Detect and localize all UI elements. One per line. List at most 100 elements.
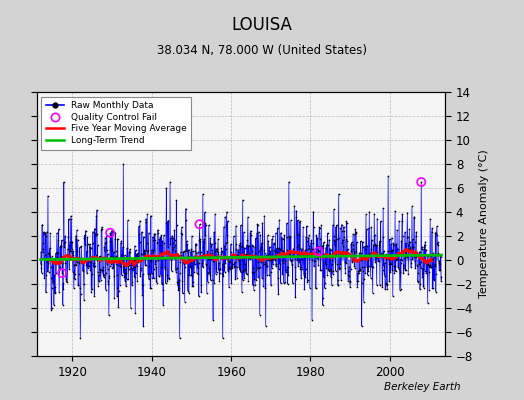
- Point: [130, 273, 138, 279]
- Point: [63, 278, 72, 285]
- Point: [399, 262, 408, 268]
- Point: [249, 287, 258, 293]
- Point: [365, 208, 374, 215]
- Point: [185, 272, 194, 278]
- Point: [154, 227, 162, 233]
- Point: [124, 217, 132, 223]
- Point: [185, 290, 193, 296]
- Point: [149, 266, 158, 272]
- Point: [382, 251, 390, 257]
- Point: [221, 268, 229, 275]
- Point: [239, 267, 248, 273]
- Point: [166, 178, 174, 185]
- Point: [53, 230, 61, 236]
- Point: [84, 263, 93, 270]
- Point: [292, 214, 301, 220]
- Point: [60, 240, 69, 246]
- Point: [213, 246, 222, 252]
- Point: [423, 261, 431, 268]
- Point: [204, 256, 213, 262]
- Point: [95, 278, 103, 284]
- Point: [322, 264, 331, 271]
- Point: [379, 263, 388, 269]
- Point: [214, 267, 223, 273]
- Point: [278, 257, 286, 264]
- Point: [423, 260, 431, 266]
- Point: [212, 264, 221, 271]
- Point: [408, 236, 417, 242]
- Point: [411, 258, 419, 264]
- Point: [381, 281, 390, 287]
- Point: [310, 263, 318, 270]
- Point: [352, 229, 360, 235]
- Point: [174, 254, 183, 260]
- Point: [59, 302, 67, 308]
- Point: [341, 265, 350, 271]
- Point: [301, 266, 310, 272]
- Point: [220, 224, 228, 230]
- Point: [249, 265, 258, 271]
- Point: [51, 284, 59, 290]
- Point: [376, 282, 384, 288]
- Point: [278, 271, 287, 277]
- Point: [95, 253, 104, 259]
- Point: [241, 261, 249, 267]
- Point: [195, 221, 204, 228]
- Point: [50, 290, 59, 296]
- Point: [355, 268, 363, 274]
- Point: [321, 280, 329, 286]
- Point: [162, 185, 171, 191]
- Point: [428, 225, 436, 232]
- Point: [255, 265, 264, 271]
- Point: [259, 283, 268, 290]
- Point: [201, 209, 209, 216]
- Point: [148, 247, 156, 253]
- Point: [267, 282, 275, 288]
- Point: [198, 260, 206, 266]
- Point: [399, 232, 407, 239]
- Point: [236, 240, 244, 246]
- Point: [88, 286, 96, 292]
- Point: [49, 256, 58, 262]
- Point: [130, 243, 139, 249]
- Point: [368, 264, 376, 270]
- Point: [48, 285, 56, 292]
- Point: [139, 234, 148, 240]
- Point: [91, 230, 100, 236]
- Point: [347, 248, 356, 254]
- Point: [324, 242, 332, 248]
- Point: [42, 289, 50, 296]
- Point: [287, 257, 296, 263]
- Point: [349, 242, 357, 248]
- Point: [337, 251, 346, 257]
- Point: [127, 265, 135, 271]
- Point: [99, 267, 107, 274]
- Point: [378, 252, 386, 258]
- Point: [248, 248, 256, 254]
- Point: [312, 285, 320, 292]
- Point: [406, 239, 414, 245]
- Point: [54, 226, 63, 232]
- Point: [285, 251, 293, 257]
- Point: [392, 240, 400, 247]
- Point: [81, 232, 89, 238]
- Point: [161, 280, 170, 287]
- Point: [49, 278, 58, 284]
- Point: [312, 235, 321, 241]
- Point: [224, 268, 232, 274]
- Point: [350, 250, 358, 256]
- Point: [54, 237, 62, 243]
- Point: [316, 266, 325, 273]
- Point: [205, 269, 214, 275]
- Point: [331, 238, 339, 244]
- Point: [318, 251, 326, 257]
- Point: [354, 278, 362, 285]
- Point: [207, 256, 215, 262]
- Point: [249, 243, 257, 249]
- Point: [359, 268, 367, 274]
- Point: [181, 248, 190, 254]
- Point: [251, 282, 259, 288]
- Point: [267, 236, 276, 242]
- Point: [51, 259, 60, 266]
- Point: [335, 235, 343, 241]
